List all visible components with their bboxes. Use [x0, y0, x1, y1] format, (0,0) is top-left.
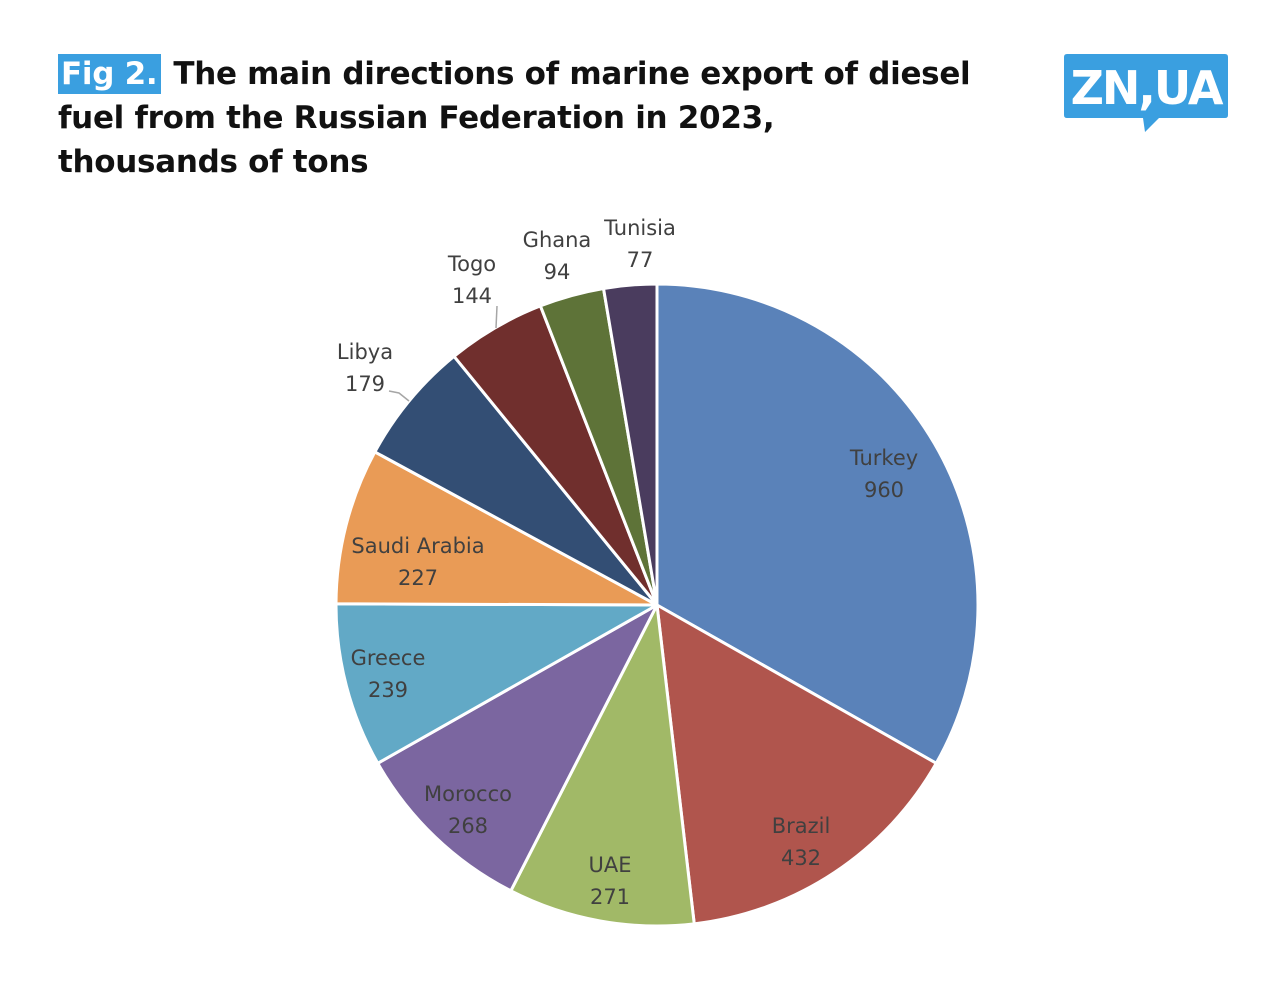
- slice-category-label: Morocco: [424, 782, 512, 806]
- slice-value-label: 239: [368, 678, 408, 702]
- pie-labels: Turkey 960 Brazil 432 UAE 271 Morocco 268 Greece…: [337, 216, 918, 909]
- slice-label-saudi-arabia: Saudi Arabia 227: [351, 534, 484, 590]
- slice-label-turkey: Turkey 960: [849, 446, 918, 502]
- chart-header: Fig 2. The main directions of marine expo…: [58, 52, 1048, 184]
- slice-category-label: Tunisia: [603, 216, 676, 240]
- slice-category-label: Togo: [447, 252, 496, 276]
- pie-slice-morocco: [376, 603, 659, 893]
- pie-slices: [334, 282, 980, 928]
- slice-value-label: 432: [781, 846, 821, 870]
- slice-label-greece: Greece 239: [351, 646, 426, 702]
- slice-value-label: 179: [345, 372, 385, 396]
- label-leader-lines: [388, 305, 498, 402]
- slice-value-label: 227: [398, 566, 438, 590]
- title-line-1: Fig 2. The main directions of marine expo…: [58, 52, 1048, 96]
- slice-category-label: Ghana: [523, 228, 592, 252]
- slice-category-label: Greece: [351, 646, 426, 670]
- title-line-3: thousands of tons: [58, 144, 369, 180]
- leader-line-togo: [495, 305, 498, 329]
- slice-label-ghana: Ghana 94: [523, 228, 592, 284]
- slice-value-label: 268: [448, 814, 488, 838]
- zn-ua-logo: ZN,UA: [1064, 54, 1228, 132]
- title-text-1: The main directions of marine export of …: [173, 56, 971, 92]
- pie-slice-uae: [509, 603, 696, 928]
- slice-category-label: Saudi Arabia: [351, 534, 484, 558]
- pie-slice-libya: [373, 354, 659, 607]
- slice-value-label: 144: [452, 284, 492, 308]
- slice-label-morocco: Morocco 268: [424, 782, 512, 838]
- figure-tag: Fig 2.: [58, 54, 162, 94]
- leader-line-libya: [388, 390, 410, 402]
- slice-category-label: Libya: [337, 340, 393, 364]
- slice-label-tunisia: Tunisia 77: [603, 216, 676, 272]
- pie-slice-greece: [334, 602, 659, 765]
- slice-label-uae: UAE 271: [588, 853, 631, 909]
- slice-category-label: UAE: [588, 853, 631, 877]
- slice-value-label: 271: [590, 885, 630, 909]
- slice-label-libya: Libya 179: [337, 340, 393, 396]
- pie-slice-brazil: [655, 603, 938, 926]
- pie-slice-saudi-arabia: [334, 450, 659, 607]
- slice-label-togo: Togo 144: [447, 252, 496, 308]
- slice-value-label: 77: [627, 248, 654, 272]
- title-line-2: fuel from the Russian Federation in 2023…: [58, 100, 775, 136]
- pie-slice-turkey: [655, 282, 980, 765]
- slice-category-label: Brazil: [772, 814, 831, 838]
- slice-value-label: 94: [544, 260, 571, 284]
- slice-value-label: 960: [864, 478, 904, 502]
- slice-label-brazil: Brazil 432: [772, 814, 831, 870]
- pie-slice-tunisia: [602, 282, 659, 607]
- logo-text: ZN,UA: [1071, 61, 1224, 115]
- slice-category-label: Turkey: [849, 446, 918, 470]
